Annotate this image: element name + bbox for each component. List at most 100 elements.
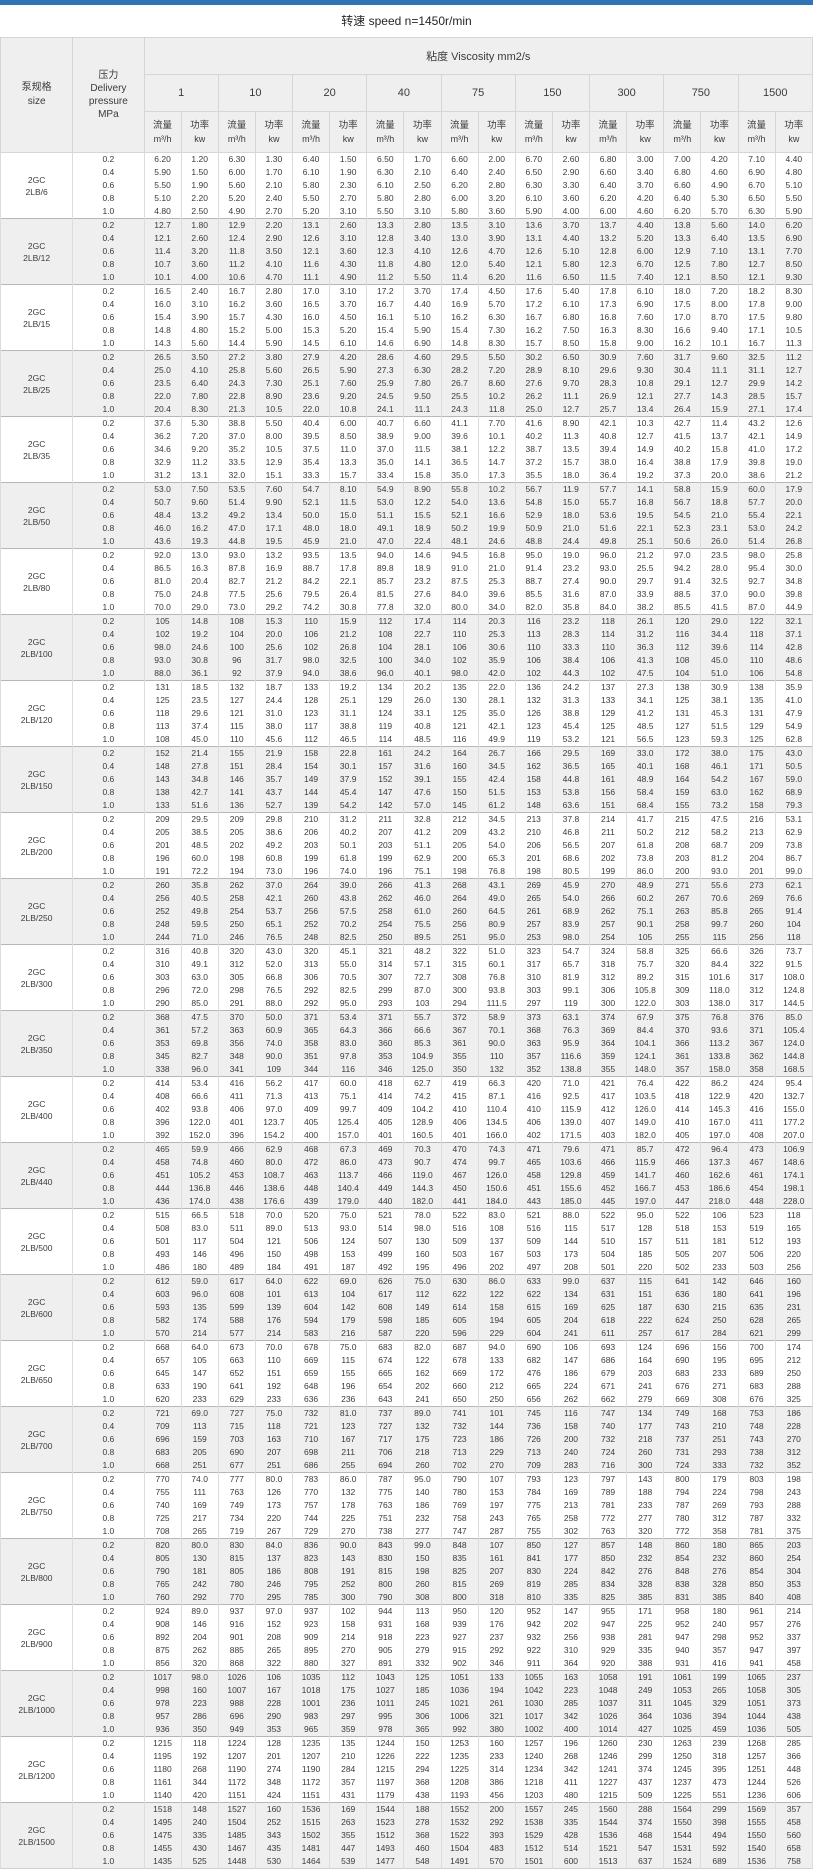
- power-cell: 468: [626, 1829, 665, 1842]
- pressure-cell: 1.0: [72, 1657, 145, 1671]
- power-cell: 7.50: [180, 482, 219, 496]
- power-cell: 117: [180, 1235, 219, 1248]
- flow-cell: 686: [291, 1459, 331, 1473]
- power-cell: 93.0: [329, 1222, 368, 1235]
- power-cell: 39.1: [403, 773, 442, 786]
- power-cell: 18.9: [403, 562, 442, 575]
- power-cell: 355: [329, 1829, 368, 1842]
- flow-cell: 17.4: [440, 284, 479, 298]
- flow-cell: 471: [514, 1142, 553, 1156]
- flow-cell: 199: [366, 852, 405, 865]
- flow-cell: 1048: [588, 1684, 628, 1697]
- power-cell: 25.6: [254, 588, 294, 601]
- power-cell: 51.5: [477, 786, 516, 799]
- flow-cell: 38.6: [737, 469, 776, 483]
- flow-cell: 734: [217, 1512, 256, 1525]
- flow-cell: 1263: [663, 1736, 702, 1750]
- flow-cell: 32.0: [217, 469, 256, 483]
- flow-cell: 48.4: [143, 509, 182, 522]
- power-cell: 262: [180, 1644, 219, 1657]
- flow-cell: 202: [217, 839, 256, 852]
- power-cell: 26.8: [774, 535, 813, 549]
- flow-cell: 131: [143, 680, 182, 694]
- power-cell: 158: [551, 1420, 591, 1433]
- power-cell: 8.60: [477, 377, 516, 390]
- power-cell: 36.3: [626, 641, 665, 654]
- power-cell: 19.0: [551, 548, 591, 562]
- flow-cell: 698: [291, 1446, 331, 1459]
- power-cell: 178: [329, 1499, 368, 1512]
- power-cell: 45.9: [551, 878, 591, 892]
- flow-cell: 854: [737, 1565, 776, 1578]
- flow-cell: 312: [737, 984, 776, 997]
- power-cell: 160: [477, 1736, 516, 1750]
- power-cell: 16.6: [477, 509, 516, 522]
- power-cell: 97.0: [254, 1103, 294, 1116]
- power-cell: 74.0: [254, 1037, 294, 1050]
- power-cell: 168.5: [774, 1063, 813, 1077]
- flow-cell: 144: [291, 786, 331, 799]
- power-cell: 53.7: [254, 905, 294, 918]
- flow-cell: 133: [291, 680, 331, 694]
- power-cell: 64.3: [329, 1024, 368, 1037]
- flow-cell: 405: [291, 1116, 331, 1129]
- power-cell: 31.6: [551, 588, 591, 601]
- power-cell: 81.9: [551, 971, 591, 984]
- power-cell: 86.7: [774, 852, 813, 865]
- power-cell: 7.50: [551, 324, 591, 337]
- flow-cell: 414: [366, 1090, 405, 1103]
- viscosity-value-header: 75: [440, 74, 516, 112]
- flow-cell: 14.8: [143, 324, 182, 337]
- pump-size-cell: 2GC 2LB/750: [0, 1472, 74, 1539]
- flow-cell: 659: [291, 1367, 331, 1380]
- power-cell: 45.1: [329, 944, 368, 958]
- power-cell: 27.4: [551, 575, 591, 588]
- flow-cell: 369: [588, 1024, 628, 1037]
- flow-cell: 775: [366, 1486, 405, 1499]
- power-cell: 38.8: [329, 720, 368, 733]
- power-cell: 124: [626, 1340, 665, 1354]
- flow-cell: 86.5: [143, 562, 182, 575]
- power-cell: 137: [477, 1235, 516, 1248]
- flow-cell: 1501: [514, 1855, 553, 1869]
- power-cell: 17.2: [774, 443, 813, 456]
- power-cell: 3.70: [329, 298, 368, 311]
- power-cell: 210: [329, 1750, 368, 1763]
- power-cell: 54.2: [329, 799, 368, 813]
- flow-cell: 127: [217, 694, 256, 707]
- power-cell: 167: [477, 1248, 516, 1261]
- power-cell: 10.2: [477, 390, 516, 403]
- pressure-cell: 0.2: [72, 284, 145, 298]
- pressure-cell: 1.0: [72, 733, 145, 747]
- flow-cell: 470: [440, 1142, 479, 1156]
- power-cell: 51.0: [700, 667, 739, 681]
- power-cell: 111.5: [477, 997, 516, 1011]
- power-cell: 82.7: [180, 1050, 219, 1063]
- flow-cell: 400: [291, 1129, 331, 1143]
- flow-cell: 84.0: [440, 588, 479, 601]
- flow-cell: 126: [514, 707, 553, 720]
- table-row: 1.0 436 174.0 438 176.6 439 179.0 440 182.0 441 18…: [1, 1195, 813, 1209]
- flow-cell: 370: [663, 1024, 702, 1037]
- flow-cell: 55.8: [440, 482, 479, 496]
- flow-cell: 825: [588, 1591, 628, 1605]
- power-cell: 35.8: [180, 878, 219, 892]
- flow-cell: 361: [143, 1024, 182, 1037]
- power-cell: 34.5: [477, 812, 516, 826]
- flow-cell: 15.3: [291, 324, 331, 337]
- flow-cell: 11.5: [588, 271, 628, 285]
- power-cell: 251: [700, 1433, 739, 1446]
- flow-cell: 55.7: [588, 496, 628, 509]
- power-cell: 84.0: [254, 1538, 294, 1552]
- power-cell: 4.40: [774, 152, 813, 166]
- flow-cell: 467: [440, 1169, 479, 1182]
- power-cell: 80.0: [254, 1156, 294, 1169]
- table-row: 1.0 338 96.0 341 109 344 116 346 125.0 350 132 352 1…: [1, 1063, 813, 1077]
- flow-cell: 79.5: [291, 588, 331, 601]
- flow-cell: 50.6: [663, 535, 702, 549]
- flow-cell: 682: [514, 1354, 553, 1367]
- pump-model: 2GC: [27, 636, 46, 647]
- flow-header-unit: m³/h: [376, 134, 395, 144]
- power-cell: 145.3: [700, 1103, 739, 1116]
